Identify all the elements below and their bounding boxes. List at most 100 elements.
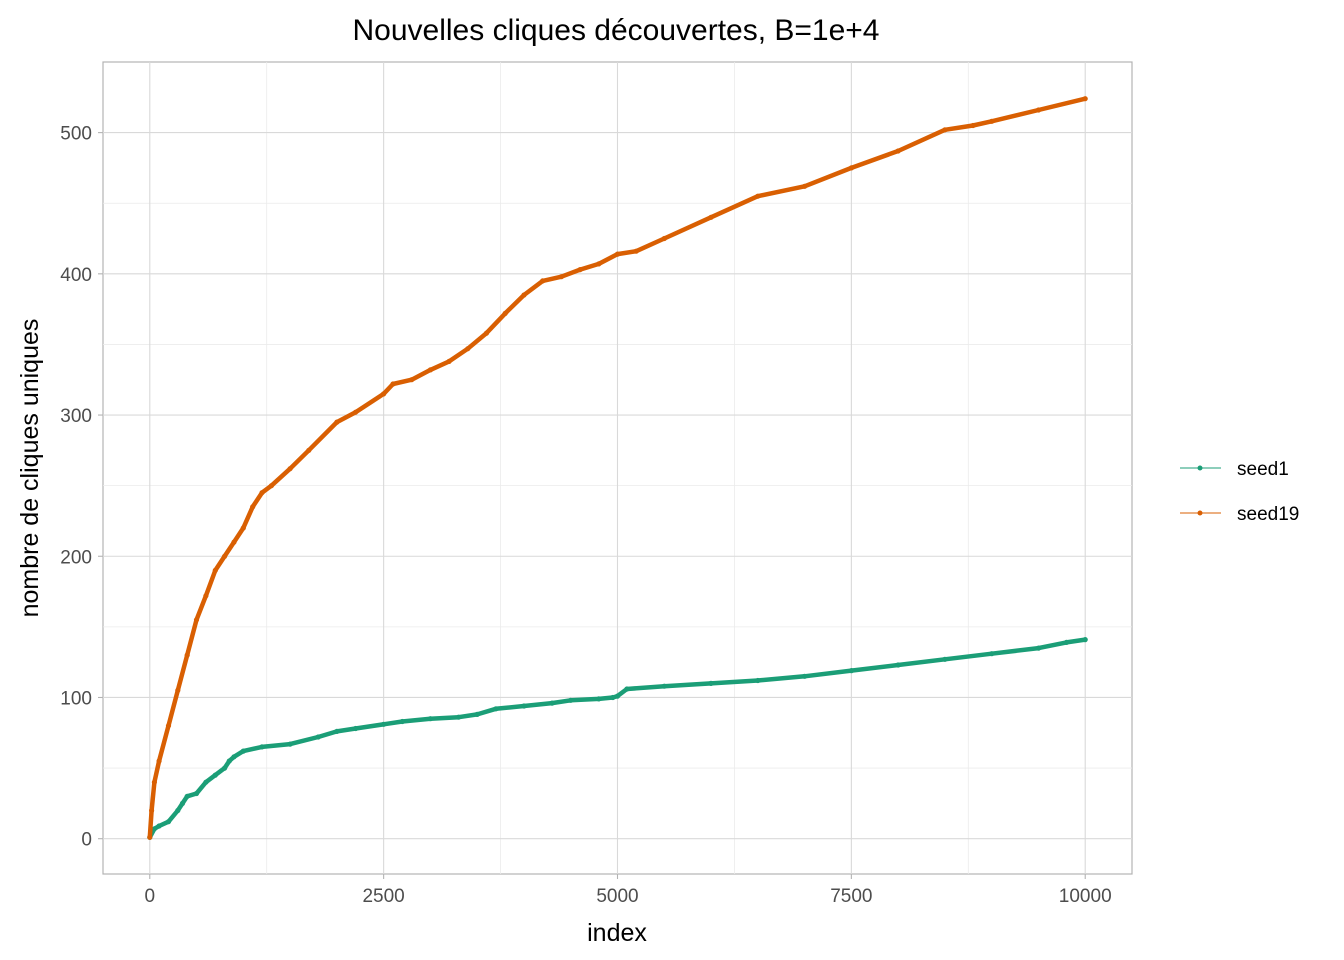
data-point-seed1 (165, 819, 172, 825)
data-point-seed19 (848, 165, 855, 171)
data-point-seed19 (250, 504, 256, 510)
data-point-seed1 (708, 680, 714, 687)
data-point-seed19 (193, 617, 200, 623)
data-point-seed1 (240, 748, 246, 754)
data-point-seed1 (226, 758, 232, 764)
data-point-seed19 (895, 148, 901, 154)
data-point-seed1 (1063, 639, 1070, 646)
data-point-seed19 (661, 235, 667, 242)
data-point-seed19 (175, 687, 181, 694)
data-point-seed1 (895, 662, 901, 668)
legend-label-seed19: seed19 (1237, 504, 1299, 525)
data-point-seed19 (390, 381, 396, 387)
data-point-seed1 (848, 668, 855, 674)
data-point-seed19 (614, 251, 621, 257)
data-point-seed19 (708, 214, 714, 220)
data-point-seed19 (1082, 96, 1088, 102)
legend-key-point-seed1 (1197, 465, 1203, 471)
data-point-seed1 (175, 807, 181, 814)
data-point-seed19 (149, 807, 155, 814)
data-point-seed1 (212, 772, 218, 778)
data-point-seed19 (287, 466, 293, 472)
data-point-seed1 (624, 686, 630, 692)
data-point-seed19 (521, 292, 527, 298)
data-point-seed1 (802, 673, 808, 679)
data-point-seed19 (577, 267, 583, 273)
data-point-seed1 (455, 714, 462, 720)
x-tick-label: 2500 (362, 886, 404, 907)
data-point-seed1 (755, 677, 761, 684)
x-tick-label: 10000 (1059, 886, 1112, 907)
y-tick-label: 400 (60, 265, 92, 286)
data-point-seed19 (540, 278, 546, 284)
data-point-seed1 (184, 793, 190, 799)
series-lines (147, 96, 1088, 840)
data-point-seed19 (427, 367, 433, 373)
data-point-seed19 (483, 330, 490, 336)
x-tick-label: 0 (144, 886, 155, 907)
data-point-seed19 (156, 758, 162, 764)
data-point-seed1 (596, 696, 602, 702)
data-point-seed19 (409, 377, 415, 383)
data-point-seed19 (184, 652, 190, 658)
data-point-seed19 (151, 779, 157, 785)
data-point-seed19 (306, 447, 312, 453)
data-point-seed19 (633, 248, 639, 254)
data-point-seed1 (610, 694, 616, 701)
data-point-seed1 (287, 741, 293, 747)
y-tick-label: 100 (60, 688, 92, 709)
data-point-seed1 (427, 716, 433, 722)
grid-lines (103, 62, 1132, 874)
data-point-seed19 (502, 310, 508, 316)
data-point-seed1 (179, 800, 186, 807)
y-axis-title: nombre de cliques uniques (16, 319, 44, 618)
data-point-seed19 (212, 567, 218, 574)
data-point-seed19 (222, 553, 228, 559)
data-point-seed19 (165, 723, 172, 729)
legend-label-seed1: seed1 (1237, 459, 1289, 480)
data-point-seed19 (802, 183, 808, 189)
data-point-seed19 (942, 127, 948, 133)
data-point-seed1 (1035, 645, 1042, 651)
data-point-seed1 (568, 697, 574, 703)
data-point-seed19 (989, 118, 995, 124)
data-point-seed1 (259, 744, 265, 750)
y-tick-label: 300 (60, 406, 92, 427)
data-point-seed19 (558, 274, 565, 280)
data-point-seed19 (334, 419, 340, 425)
data-point-seed1 (989, 651, 995, 657)
data-point-seed1 (493, 706, 499, 712)
y-tick-label: 0 (81, 830, 92, 851)
data-point-seed19 (203, 593, 209, 599)
legend-key-point-seed19 (1197, 510, 1203, 516)
x-tick-label: 7500 (830, 886, 872, 907)
data-point-seed19 (1035, 107, 1042, 113)
data-point-seed1 (399, 718, 405, 725)
x-axis-title: index (587, 919, 647, 947)
data-point-seed19 (240, 525, 246, 531)
axis-ticks: 0 2500 5000 7500 10000 0 100 200 300 400 500 (60, 124, 1111, 907)
data-point-seed19 (446, 358, 452, 364)
data-point-seed1 (151, 826, 157, 832)
data-point-seed1 (549, 700, 555, 706)
data-point-seed19 (268, 483, 274, 489)
data-point-seed1 (614, 693, 621, 699)
data-point-seed1 (1082, 637, 1088, 643)
data-point-seed19 (231, 539, 237, 545)
data-point-seed19 (381, 391, 387, 397)
legend: seed1 seed19 (1180, 459, 1299, 525)
data-point-seed19 (596, 261, 602, 267)
data-point-seed19 (465, 346, 471, 352)
data-point-seed1 (231, 754, 237, 760)
data-point-seed19 (353, 409, 359, 415)
data-point-seed19 (970, 122, 976, 129)
data-point-seed1 (521, 703, 527, 709)
data-point-seed1 (156, 823, 162, 829)
y-tick-label: 500 (60, 124, 92, 145)
data-point-seed1 (334, 728, 340, 735)
y-tick-label: 200 (60, 547, 92, 568)
data-point-seed1 (353, 725, 359, 732)
data-point-seed19 (259, 490, 265, 496)
data-point-seed1 (942, 656, 948, 662)
